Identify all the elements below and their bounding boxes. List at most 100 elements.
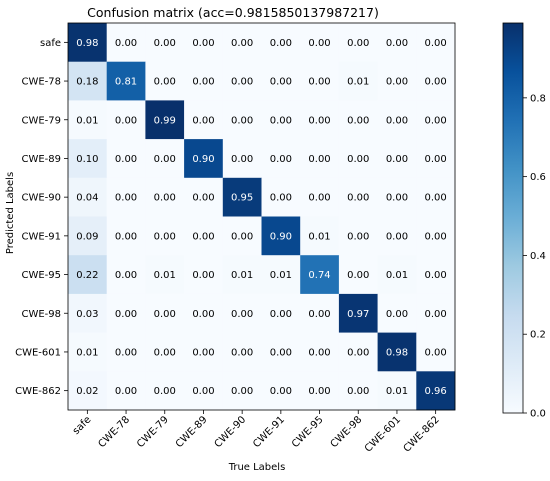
cell-value-label: 0.00 bbox=[308, 193, 330, 204]
heatmap-cell bbox=[261, 139, 301, 179]
cell-value-label: 0.01 bbox=[386, 270, 408, 281]
cell-value-label: 0.98 bbox=[76, 38, 98, 49]
colorbar-ticks: 0.0 0.2 0.4 0.6 0.8 bbox=[523, 93, 546, 420]
heatmap-cell bbox=[300, 100, 340, 140]
heatmap-cell bbox=[261, 23, 301, 62]
cell-value-label: 0.00 bbox=[425, 154, 447, 165]
heatmap-cell bbox=[377, 371, 417, 411]
heatmap-cell bbox=[300, 332, 340, 372]
cell-value-label: 0.00 bbox=[425, 309, 447, 320]
x-tick-label: CWE-91 bbox=[251, 414, 287, 450]
heatmap-cell bbox=[222, 61, 262, 101]
cell-value-label: 0.00 bbox=[308, 77, 330, 88]
heatmap-cell bbox=[261, 371, 301, 411]
cell-value-label: 0.01 bbox=[347, 77, 369, 88]
heatmap-cell bbox=[145, 255, 185, 295]
heatmap-cell bbox=[377, 255, 417, 295]
heatmap-cell bbox=[377, 23, 417, 62]
cell-value-label: 0.00 bbox=[154, 38, 176, 49]
cell-value-label: 0.00 bbox=[425, 77, 447, 88]
heatmap-cell bbox=[300, 61, 340, 101]
cell-value-label: 0.00 bbox=[192, 309, 214, 320]
heatmap-cell bbox=[416, 293, 456, 333]
heatmap-cell bbox=[300, 139, 340, 179]
cell-value-label: 0.01 bbox=[76, 347, 98, 358]
colorbar-tick-label: 0.6 bbox=[530, 172, 546, 183]
heatmap-cell bbox=[377, 61, 417, 101]
cell-value-label: 0.96 bbox=[425, 386, 447, 397]
y-tick-label: CWE-79 bbox=[21, 115, 61, 126]
cell-value-label: 0.00 bbox=[154, 309, 176, 320]
cell-value-label: 0.00 bbox=[192, 193, 214, 204]
cell-value-label: 0.00 bbox=[308, 154, 330, 165]
cell-value-label: 0.98 bbox=[386, 347, 408, 358]
cell-value-label: 0.00 bbox=[425, 347, 447, 358]
heatmap-cell bbox=[222, 332, 262, 372]
x-tick-label: CWE-862 bbox=[402, 414, 442, 454]
cell-value-label: 0.00 bbox=[270, 193, 292, 204]
cell-value-label: 0.00 bbox=[270, 115, 292, 126]
heatmap-cell bbox=[106, 371, 146, 411]
cell-value-label: 0.00 bbox=[192, 270, 214, 281]
heatmap-cell bbox=[338, 255, 378, 295]
heatmap-cell bbox=[145, 216, 185, 256]
cell-value-label: 0.00 bbox=[192, 386, 214, 397]
heatmap-cell bbox=[68, 23, 107, 62]
y-tick-label: CWE-862 bbox=[15, 386, 61, 397]
heatmap-cell bbox=[338, 139, 378, 179]
heatmap-cell bbox=[416, 61, 456, 101]
heatmap-cell bbox=[145, 332, 185, 372]
x-tick-label: CWE-90 bbox=[213, 414, 249, 450]
heatmap-cell bbox=[145, 139, 185, 179]
cell-value-label: 0.00 bbox=[192, 115, 214, 126]
heatmap-cell bbox=[106, 61, 146, 101]
cell-value-label: 0.90 bbox=[270, 231, 292, 242]
heatmap-cell bbox=[338, 61, 378, 101]
cell-value-label: 0.74 bbox=[308, 270, 330, 281]
cell-value-label: 0.00 bbox=[425, 270, 447, 281]
cell-value-label: 0.00 bbox=[308, 38, 330, 49]
cell-value-label: 0.00 bbox=[231, 309, 253, 320]
heatmap-cell bbox=[338, 371, 378, 411]
cell-value-label: 0.00 bbox=[115, 270, 137, 281]
x-tick-label: safe bbox=[71, 414, 94, 437]
cell-value-label: 0.00 bbox=[270, 347, 292, 358]
heatmap-cell bbox=[338, 23, 378, 62]
y-tick-label: CWE-91 bbox=[21, 231, 61, 242]
heatmap-cell bbox=[261, 177, 301, 217]
heatmap-cell bbox=[145, 100, 185, 140]
x-tick-label: CWE-79 bbox=[135, 414, 171, 450]
cell-value-label: 0.99 bbox=[154, 115, 176, 126]
cell-value-label: 0.00 bbox=[115, 193, 137, 204]
heatmap-cell bbox=[184, 23, 224, 62]
heatmap-cell bbox=[68, 61, 107, 101]
cell-value-label: 0.00 bbox=[347, 386, 369, 397]
cell-value-label: 0.00 bbox=[347, 38, 369, 49]
heatmap-cell bbox=[338, 332, 378, 372]
cell-value-label: 0.00 bbox=[270, 309, 292, 320]
cell-value-label: 0.00 bbox=[115, 386, 137, 397]
cell-value-label: 0.97 bbox=[347, 309, 369, 320]
cell-value-label: 0.02 bbox=[76, 386, 98, 397]
cell-value-label: 0.00 bbox=[192, 38, 214, 49]
heatmap-cell bbox=[68, 177, 107, 217]
x-tick-label: CWE-78 bbox=[96, 414, 132, 450]
heatmap-cell bbox=[184, 177, 224, 217]
cell-value-label: 0.00 bbox=[231, 347, 253, 358]
heatmap-cell bbox=[145, 23, 185, 62]
heatmap-cell bbox=[416, 216, 456, 256]
cell-value-label: 0.00 bbox=[386, 77, 408, 88]
y-tick-label: CWE-90 bbox=[21, 193, 61, 204]
cell-value-label: 0.18 bbox=[76, 77, 98, 88]
cell-value-label: 0.00 bbox=[347, 193, 369, 204]
heatmap-cell bbox=[338, 293, 378, 333]
cell-value-label: 0.00 bbox=[154, 154, 176, 165]
heatmap-cell bbox=[106, 23, 146, 62]
heatmap-cell bbox=[222, 100, 262, 140]
heatmap-cell bbox=[68, 216, 107, 256]
cell-value-label: 0.00 bbox=[231, 77, 253, 88]
heatmap-cell bbox=[68, 332, 107, 372]
heatmap-cell bbox=[145, 61, 185, 101]
cell-value-label: 0.00 bbox=[115, 231, 137, 242]
